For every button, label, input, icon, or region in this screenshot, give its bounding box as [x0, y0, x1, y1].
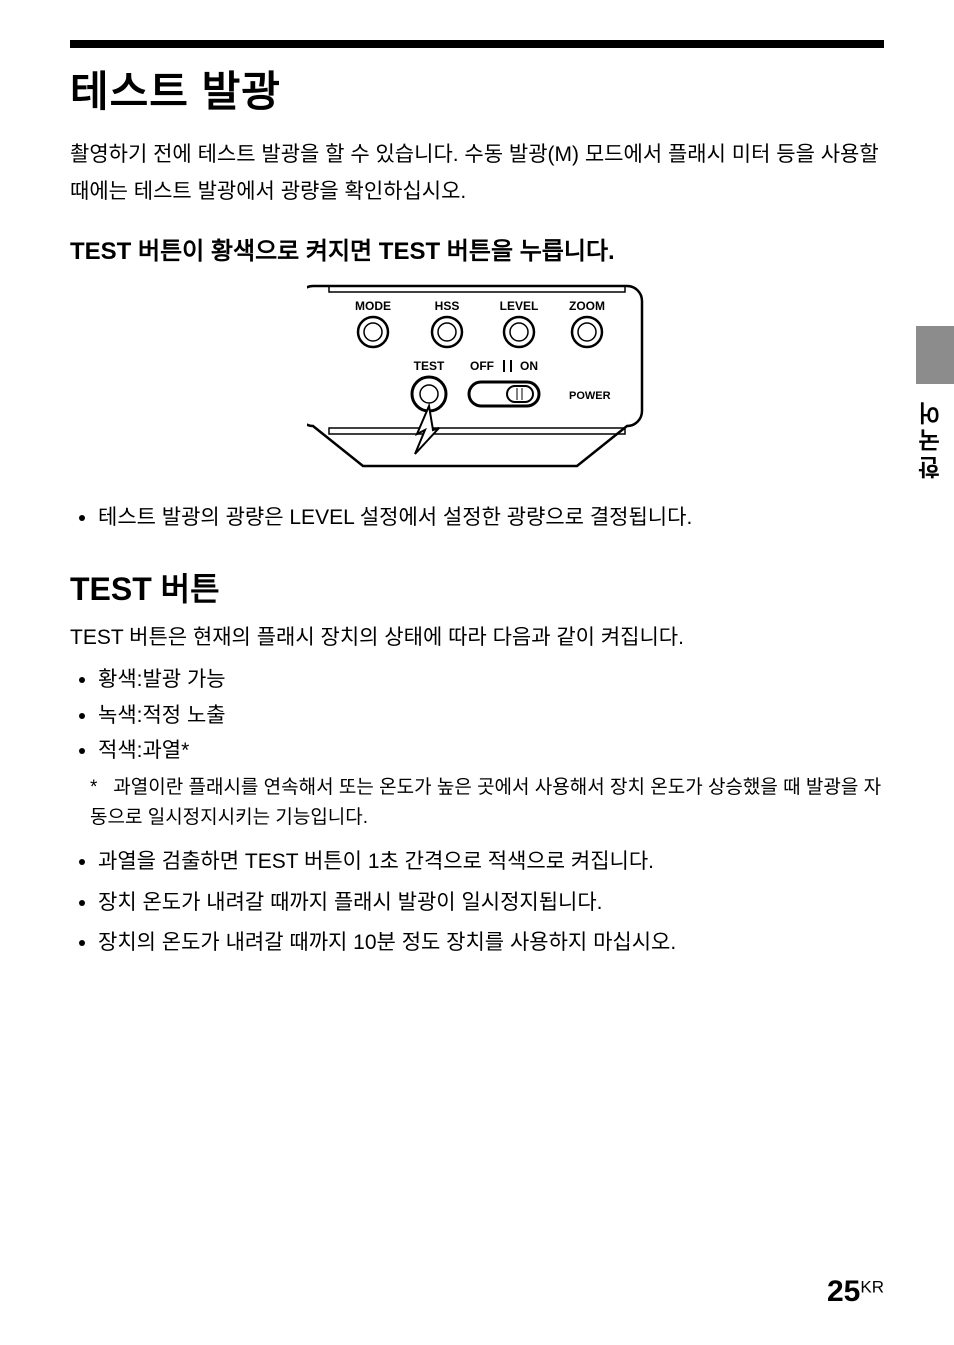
section-title: TEST 버튼: [70, 564, 884, 610]
list-item: 적색:과열*: [98, 733, 884, 769]
zoom-label: ZOOM: [569, 299, 605, 313]
list-item: 황색:발광 가능: [98, 662, 884, 698]
bullet-list-1: 테스트 발광의 광량은 LEVEL 설정에서 설정한 광량으로 결정됩니다.: [70, 500, 884, 537]
intro-text: 촬영하기 전에 테스트 발광을 할 수 있습니다. 수동 발광(M) 모드에서 …: [70, 137, 884, 211]
list-item: 장치의 온도가 내려갈 때까지 10분 정도 장치를 사용하지 마십시오.: [98, 925, 884, 962]
side-tab-block: [916, 326, 954, 384]
off-label: OFF: [470, 359, 494, 373]
test-label: TEST: [414, 359, 445, 373]
level-label: LEVEL: [500, 299, 539, 313]
device-svg: MODE HSS LEVEL ZOOM TEST OFF ON: [307, 278, 647, 478]
footnote-text: 과열이란 플래시를 연속해서 또는 온도가 높은 곳에서 사용해서 장치 온도가…: [90, 777, 881, 828]
side-tab-label: 한국어: [914, 398, 948, 479]
status-bullet-list: 황색:발광 가능 녹색:적정 노출 적색:과열*: [70, 662, 884, 769]
top-rule: [70, 40, 884, 48]
section-intro: TEST 버튼은 현재의 플래시 장치의 상태에 따라 다음과 같이 켜집니다.: [70, 620, 884, 656]
page: 테스트 발광 촬영하기 전에 테스트 발광을 할 수 있습니다. 수동 발광(M…: [0, 0, 954, 1345]
page-title: 테스트 발광: [70, 58, 884, 119]
overheat-bullet-list: 과열을 검출하면 TEST 버튼이 1초 간격으로 적색으로 켜집니다. 장치 …: [70, 844, 884, 962]
page-number: 25KR: [827, 1275, 884, 1309]
list-item: 장치 온도가 내려갈 때까지 플래시 발광이 일시정지됩니다.: [98, 885, 884, 922]
mode-label: MODE: [355, 299, 391, 313]
list-item: 과열을 검출하면 TEST 버튼이 1초 간격으로 적색으로 켜집니다.: [98, 844, 884, 881]
list-item: 녹색:적정 노출: [98, 698, 884, 734]
hss-label: HSS: [435, 299, 460, 313]
footnote: * 과열이란 플래시를 연속해서 또는 온도가 높은 곳에서 사용해서 장치 온…: [90, 773, 884, 834]
page-number-lang: KR: [860, 1278, 884, 1297]
list-item: 테스트 발광의 광량은 LEVEL 설정에서 설정한 광량으로 결정됩니다.: [98, 500, 884, 537]
instruction-subhead: TEST 버튼이 황색으로 켜지면 TEST 버튼을 누릅니다.: [70, 231, 884, 266]
on-label: ON: [520, 359, 538, 373]
asterisk: *: [90, 773, 108, 803]
page-number-value: 25: [827, 1275, 860, 1308]
power-label: POWER: [569, 390, 611, 402]
device-illustration: MODE HSS LEVEL ZOOM TEST OFF ON: [70, 278, 884, 478]
